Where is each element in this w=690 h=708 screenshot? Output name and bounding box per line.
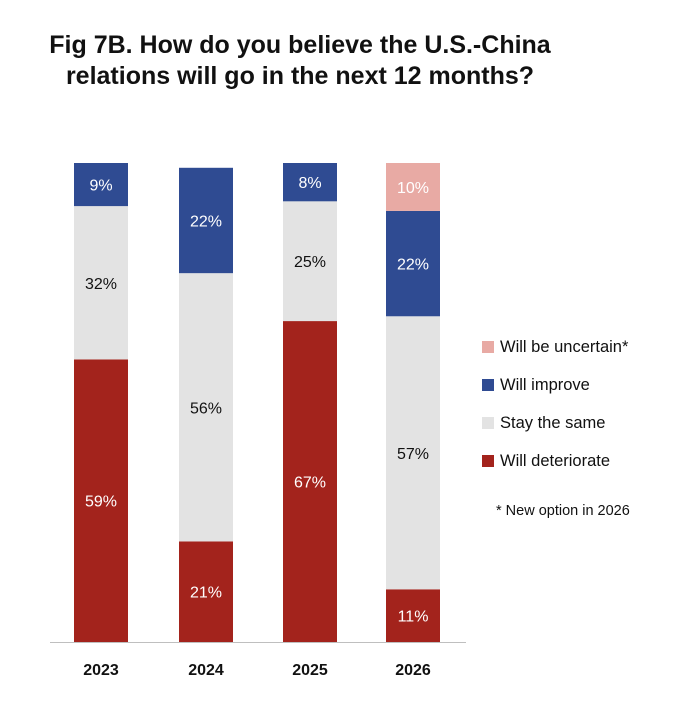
chart-legend: Will be uncertain* Will improve Stay the s… <box>482 328 628 480</box>
legend-label: Stay the same <box>500 413 606 432</box>
data-label-2026-2: 22% <box>397 257 429 274</box>
legend-item-stay-the-same: Stay the same <box>482 404 628 442</box>
legend-swatch <box>482 379 494 391</box>
data-label-2023-0: 59% <box>85 494 117 511</box>
legend-swatch <box>482 341 494 353</box>
data-label-2024-2: 22% <box>190 213 222 230</box>
data-label-2025-0: 67% <box>294 475 326 492</box>
bar-segment-2024-will-improve <box>179 167 233 274</box>
x-tick-label-2023: 2023 <box>83 662 119 679</box>
data-label-2023-2: 9% <box>89 178 112 195</box>
x-tick-label-2026: 2026 <box>395 662 431 679</box>
bar-segment-2024-stay-the-same <box>179 273 233 542</box>
data-label-2023-1: 32% <box>85 276 117 293</box>
bar-segment-2025-stay-the-same <box>283 201 337 322</box>
bar-segment-2026-will-improve <box>386 210 440 317</box>
legend-label: Will improve <box>500 375 590 394</box>
bar-segment-2023-will-improve <box>74 163 128 207</box>
chart-title-line-2: relations will go in the next 12 months? <box>65 62 535 90</box>
legend-item-will-improve: Will improve <box>482 366 628 404</box>
data-label-2025-1: 25% <box>294 254 326 271</box>
bar-segment-2026-stay-the-same <box>386 316 440 590</box>
data-label-2025-2: 8% <box>298 175 321 192</box>
legend-item-will-be-uncertain: Will be uncertain* <box>482 328 628 366</box>
bar-segment-2025-will-improve <box>283 163 337 202</box>
chart-title: Fig 7B. How do you believe the U.S.-Chin… <box>0 30 600 92</box>
bar-segment-2023-will-deteriorate <box>74 359 128 642</box>
data-label-2024-0: 21% <box>190 585 222 602</box>
bar-segment-2026-will-be-uncertain <box>386 163 440 211</box>
legend-label: Will be uncertain* <box>500 337 629 356</box>
legend-swatch <box>482 417 494 429</box>
legend-swatch <box>482 455 494 467</box>
x-tick-label-2024: 2024 <box>188 662 224 679</box>
data-label-2026-0: 11% <box>398 609 429 626</box>
legend-item-will-deteriorate: Will deteriorate <box>482 442 628 480</box>
bar-segment-2025-will-deteriorate <box>283 321 337 642</box>
data-label-2024-1: 56% <box>190 400 222 417</box>
bar-segment-2026-will-deteriorate <box>386 589 440 642</box>
bar-segment-2023-stay-the-same <box>74 206 128 360</box>
bar-segment-2024-will-deteriorate <box>179 541 233 642</box>
data-label-2026-1: 57% <box>397 446 429 463</box>
chart-title-line-1: Fig 7B. How do you believe the U.S.-Chin… <box>49 31 551 59</box>
legend-label: Will deteriorate <box>500 451 611 470</box>
x-tick-label-2025: 2025 <box>292 662 328 679</box>
footnote: * New option in 2026 <box>496 503 630 519</box>
data-label-2026-3: 10% <box>397 180 429 197</box>
